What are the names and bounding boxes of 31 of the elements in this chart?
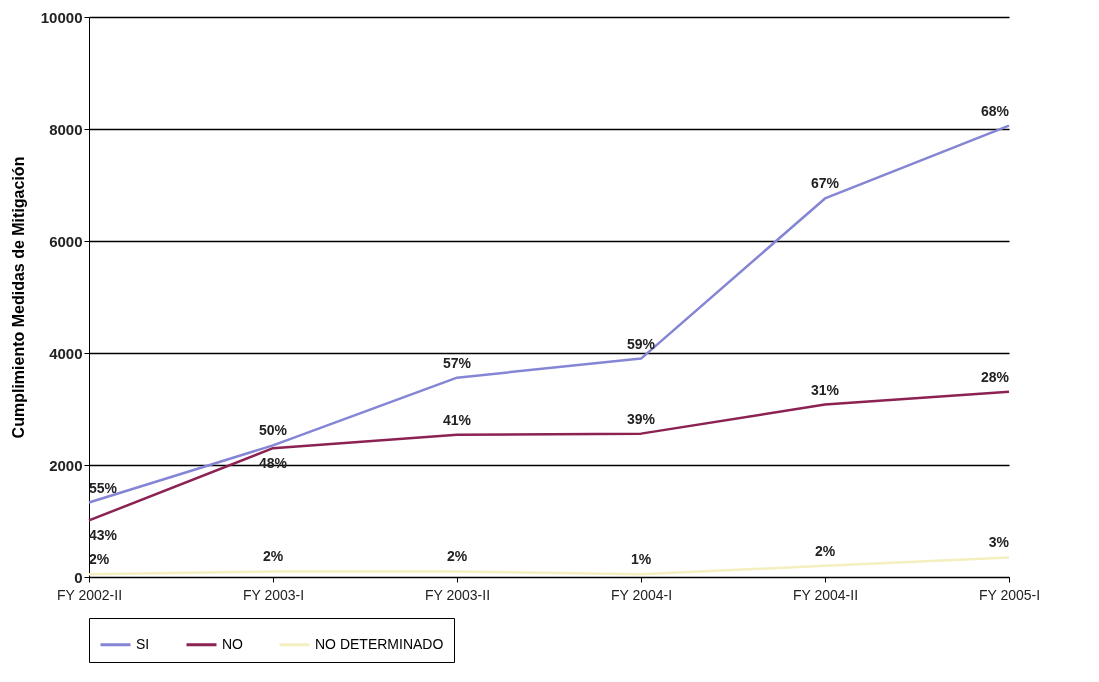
legend-label: NO	[222, 635, 244, 652]
annotation: 31%	[810, 381, 840, 398]
annotation: 41%	[442, 411, 472, 428]
annotation: 59%	[626, 335, 656, 352]
line-series	[87, 124, 1011, 504]
y-tick-label: 0	[74, 568, 83, 586]
annotation: 2%	[262, 548, 284, 565]
annotation: 2%	[814, 542, 836, 559]
x-tick-label: FY 2004-II	[792, 586, 859, 603]
y-axis-title: Cumplimiento Medidas de Mitigación	[9, 156, 27, 439]
x-tick-label: FY 2004-I	[610, 586, 673, 603]
annotation: 68%	[980, 102, 1010, 119]
legend-label: SI	[136, 635, 150, 652]
annotation: 1%	[630, 551, 652, 568]
y-tick-label: 8000	[49, 120, 83, 138]
x-tick-label: FY 2005-I	[978, 586, 1041, 603]
annotation: 39%	[626, 410, 656, 427]
x-tick-label: FY 2003-II	[424, 586, 491, 603]
annotation: 3%	[988, 534, 1010, 551]
x-tick-label: FY 2003-I	[242, 586, 305, 603]
legend-label: NO DETERMINADO	[315, 635, 444, 652]
y-tick-label: 2000	[49, 456, 83, 474]
y-tick-label: 6000	[49, 232, 83, 250]
annotation: 57%	[442, 354, 472, 371]
y-tick-label: 4000	[49, 344, 83, 362]
annotation: 50%	[258, 422, 288, 439]
x-tick-label: FY 2002-II	[56, 586, 123, 603]
y-tick-label: 10000	[40, 8, 83, 26]
annotation: 2%	[446, 548, 468, 565]
annotation: 67%	[810, 175, 840, 192]
annotation: 28%	[980, 368, 1010, 385]
